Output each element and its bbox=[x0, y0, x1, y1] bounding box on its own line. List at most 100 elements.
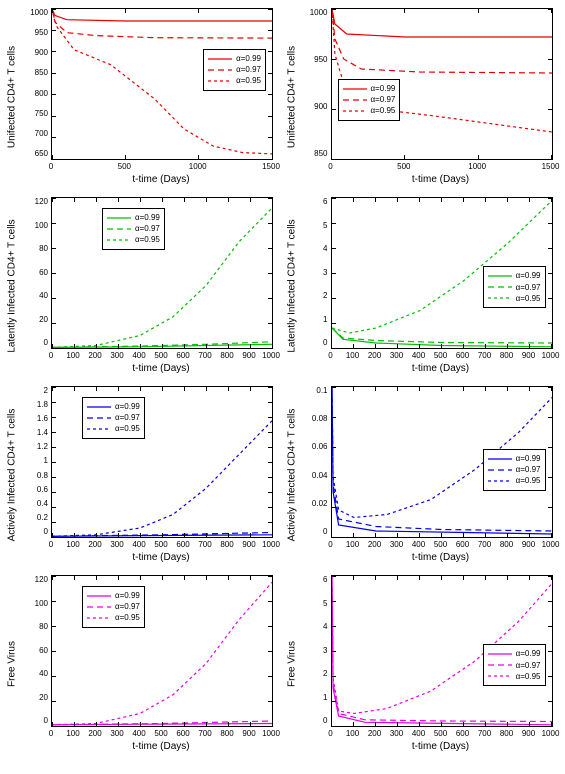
legend-label: α=0.99 bbox=[115, 590, 140, 601]
y-tick-label: 1 bbox=[44, 456, 48, 465]
y-tick-label: 0 bbox=[44, 338, 48, 347]
x-tick-label: 300 bbox=[110, 729, 123, 738]
y-tick-label: 1 bbox=[323, 315, 327, 324]
x-tick-label: 0 bbox=[49, 351, 53, 360]
chart-panel: Latently Infected CD4+ T cells1201008060… bbox=[8, 197, 278, 374]
x-tick-label: 100 bbox=[346, 729, 359, 738]
x-tick-label: 600 bbox=[456, 351, 469, 360]
legend-label: α=0.97 bbox=[516, 464, 541, 475]
y-tick-label: 4 bbox=[323, 622, 327, 631]
x-tick-label: 700 bbox=[478, 351, 491, 360]
x-tick-label: 900 bbox=[242, 540, 255, 549]
series-line bbox=[52, 9, 272, 21]
x-tick-label: 200 bbox=[368, 540, 381, 549]
x-tick-label: 1000 bbox=[542, 351, 560, 360]
x-tick-label: 500 bbox=[434, 729, 447, 738]
legend-label: α=0.97 bbox=[135, 223, 160, 234]
x-axis-label: t-time (Days) bbox=[51, 174, 271, 185]
x-tick-label: 0 bbox=[328, 162, 332, 171]
legend-item: α=0.95 bbox=[87, 423, 140, 434]
chart-panel: Unifected CD4+ T cells1000950900850α=0.9… bbox=[288, 8, 558, 185]
x-tick-label: 400 bbox=[412, 729, 425, 738]
y-tick-label: 40 bbox=[39, 669, 48, 678]
legend-item: α=0.97 bbox=[488, 660, 541, 671]
y-tick-label: 750 bbox=[35, 109, 48, 118]
x-tick-label: 300 bbox=[390, 540, 403, 549]
legend-label: α=0.97 bbox=[115, 412, 140, 423]
legend-label: α=0.95 bbox=[115, 423, 140, 434]
y-tick-label: 3 bbox=[323, 268, 327, 277]
x-tick-label: 900 bbox=[522, 729, 535, 738]
x-tick-label: 800 bbox=[220, 540, 233, 549]
y-axis-label: Actively Infected CD4+ T cells bbox=[286, 408, 297, 541]
legend-label: α=0.95 bbox=[371, 105, 396, 116]
legend: α=0.99α=0.97α=0.95 bbox=[483, 644, 546, 686]
legend-item: α=0.97 bbox=[87, 412, 140, 423]
y-tick-label: 0.4 bbox=[37, 499, 48, 508]
legend-item: α=0.97 bbox=[208, 64, 261, 75]
legend-item: α=0.95 bbox=[488, 475, 541, 486]
legend: α=0.99α=0.97α=0.95 bbox=[483, 266, 546, 308]
x-axis-label: t-time (Days) bbox=[51, 741, 271, 752]
legend-item: α=0.95 bbox=[208, 75, 261, 86]
legend-label: α=0.99 bbox=[516, 270, 541, 281]
y-axis-label: Unifected CD4+ T cells bbox=[286, 45, 297, 147]
legend-item: α=0.99 bbox=[87, 401, 140, 412]
y-tick-label: 80 bbox=[39, 244, 48, 253]
y-tick-label: 0 bbox=[44, 716, 48, 725]
legend-item: α=0.99 bbox=[343, 83, 396, 94]
x-ticks: 01002003004005006007008009001000 bbox=[51, 349, 271, 363]
plot-area: α=0.99α=0.97α=0.95 bbox=[331, 197, 553, 349]
x-axis-label: t-time (Days) bbox=[331, 174, 551, 185]
x-axis-label: t-time (Days) bbox=[331, 552, 551, 563]
y-tick-label: 100 bbox=[35, 599, 48, 608]
y-tick-label: 0.04 bbox=[312, 471, 328, 480]
y-ticks: 21.81.61.41.210.80.60.40.20 bbox=[20, 386, 51, 536]
y-ticks: 120100806040200 bbox=[20, 197, 51, 347]
x-tick-label: 100 bbox=[66, 540, 79, 549]
x-tick-label: 700 bbox=[478, 540, 491, 549]
y-tick-label: 5 bbox=[323, 599, 327, 608]
y-tick-label: 700 bbox=[35, 129, 48, 138]
y-tick-label: 5 bbox=[323, 221, 327, 230]
y-tick-label: 120 bbox=[35, 197, 48, 206]
y-tick-label: 1 bbox=[323, 693, 327, 702]
x-tick-label: 900 bbox=[242, 729, 255, 738]
legend-item: α=0.97 bbox=[488, 464, 541, 475]
y-tick-label: 3 bbox=[323, 646, 327, 655]
y-tick-label: 0 bbox=[44, 527, 48, 536]
chart-panel: Free Virus6543210α=0.99α=0.97α=0.9501002… bbox=[288, 575, 558, 752]
y-tick-label: 100 bbox=[35, 221, 48, 230]
y-tick-label: 60 bbox=[39, 646, 48, 655]
x-tick-label: 500 bbox=[118, 162, 131, 171]
legend-item: α=0.97 bbox=[343, 94, 396, 105]
legend-item: α=0.95 bbox=[107, 234, 160, 245]
x-tick-label: 0 bbox=[328, 540, 332, 549]
legend-label: α=0.99 bbox=[516, 453, 541, 464]
legend-item: α=0.95 bbox=[87, 612, 140, 623]
legend-label: α=0.95 bbox=[516, 671, 541, 682]
y-tick-label: 950 bbox=[35, 28, 48, 37]
plot-area: α=0.99α=0.97α=0.95 bbox=[51, 8, 273, 160]
x-tick-label: 800 bbox=[220, 351, 233, 360]
y-axis-label: Free Virus bbox=[7, 641, 18, 687]
x-tick-label: 0 bbox=[328, 351, 332, 360]
y-tick-label: 20 bbox=[39, 315, 48, 324]
x-axis-label: t-time (Days) bbox=[331, 363, 551, 374]
x-tick-label: 500 bbox=[154, 540, 167, 549]
y-tick-label: 850 bbox=[314, 149, 327, 158]
legend: α=0.99α=0.97α=0.95 bbox=[483, 449, 546, 491]
legend: α=0.99α=0.97α=0.95 bbox=[82, 586, 145, 628]
x-tick-label: 500 bbox=[434, 540, 447, 549]
series-line bbox=[332, 328, 552, 343]
y-tick-label: 0.06 bbox=[312, 442, 328, 451]
series-line bbox=[332, 9, 552, 73]
x-tick-label: 100 bbox=[346, 540, 359, 549]
y-tick-label: 0 bbox=[323, 716, 327, 725]
x-tick-label: 600 bbox=[456, 729, 469, 738]
x-tick-label: 0 bbox=[49, 540, 53, 549]
legend-item: α=0.99 bbox=[107, 212, 160, 223]
y-tick-label: 6 bbox=[323, 197, 327, 206]
x-ticks: 01002003004005006007008009001000 bbox=[331, 538, 551, 552]
legend-label: α=0.95 bbox=[236, 75, 261, 86]
